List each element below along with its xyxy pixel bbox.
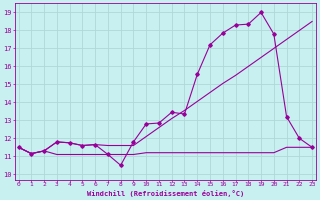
X-axis label: Windchill (Refroidissement éolien,°C): Windchill (Refroidissement éolien,°C)	[87, 190, 244, 197]
